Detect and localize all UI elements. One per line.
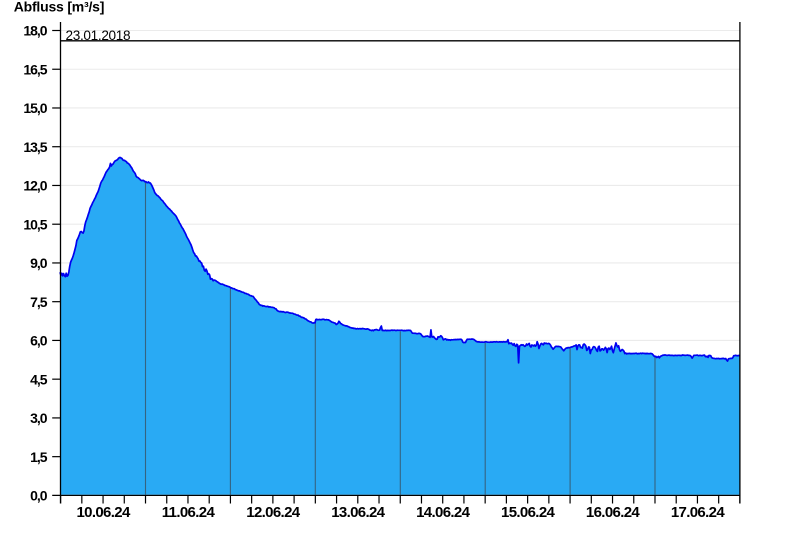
svg-text:12,0: 12,0 <box>23 178 47 194</box>
svg-text:16.06.24: 16.06.24 <box>586 504 640 521</box>
svg-text:16,5: 16,5 <box>23 61 47 77</box>
svg-text:10.06.24: 10.06.24 <box>76 504 130 521</box>
svg-text:0,0: 0,0 <box>30 488 48 504</box>
svg-text:15.06.24: 15.06.24 <box>501 504 555 521</box>
svg-text:10,5: 10,5 <box>23 216 47 232</box>
svg-text:17.06.24: 17.06.24 <box>671 504 725 521</box>
svg-text:12.06.24: 12.06.24 <box>246 504 300 521</box>
svg-text:15,0: 15,0 <box>23 100 47 116</box>
svg-text:18,0: 18,0 <box>23 23 47 39</box>
svg-text:7,5: 7,5 <box>30 294 48 310</box>
svg-text:23.01.2018: 23.01.2018 <box>66 28 131 43</box>
svg-text:Abfluss [m³/s]: Abfluss [m³/s] <box>14 0 105 15</box>
svg-text:13.06.24: 13.06.24 <box>331 504 385 521</box>
svg-text:14.06.24: 14.06.24 <box>416 504 470 521</box>
svg-text:3,0: 3,0 <box>30 410 48 426</box>
svg-text:1,5: 1,5 <box>30 449 48 465</box>
svg-text:6,0: 6,0 <box>30 333 48 349</box>
svg-text:13,5: 13,5 <box>23 139 47 155</box>
svg-text:4,5: 4,5 <box>30 371 48 387</box>
svg-text:11.06.24: 11.06.24 <box>162 504 216 521</box>
svg-text:9,0: 9,0 <box>30 255 48 271</box>
